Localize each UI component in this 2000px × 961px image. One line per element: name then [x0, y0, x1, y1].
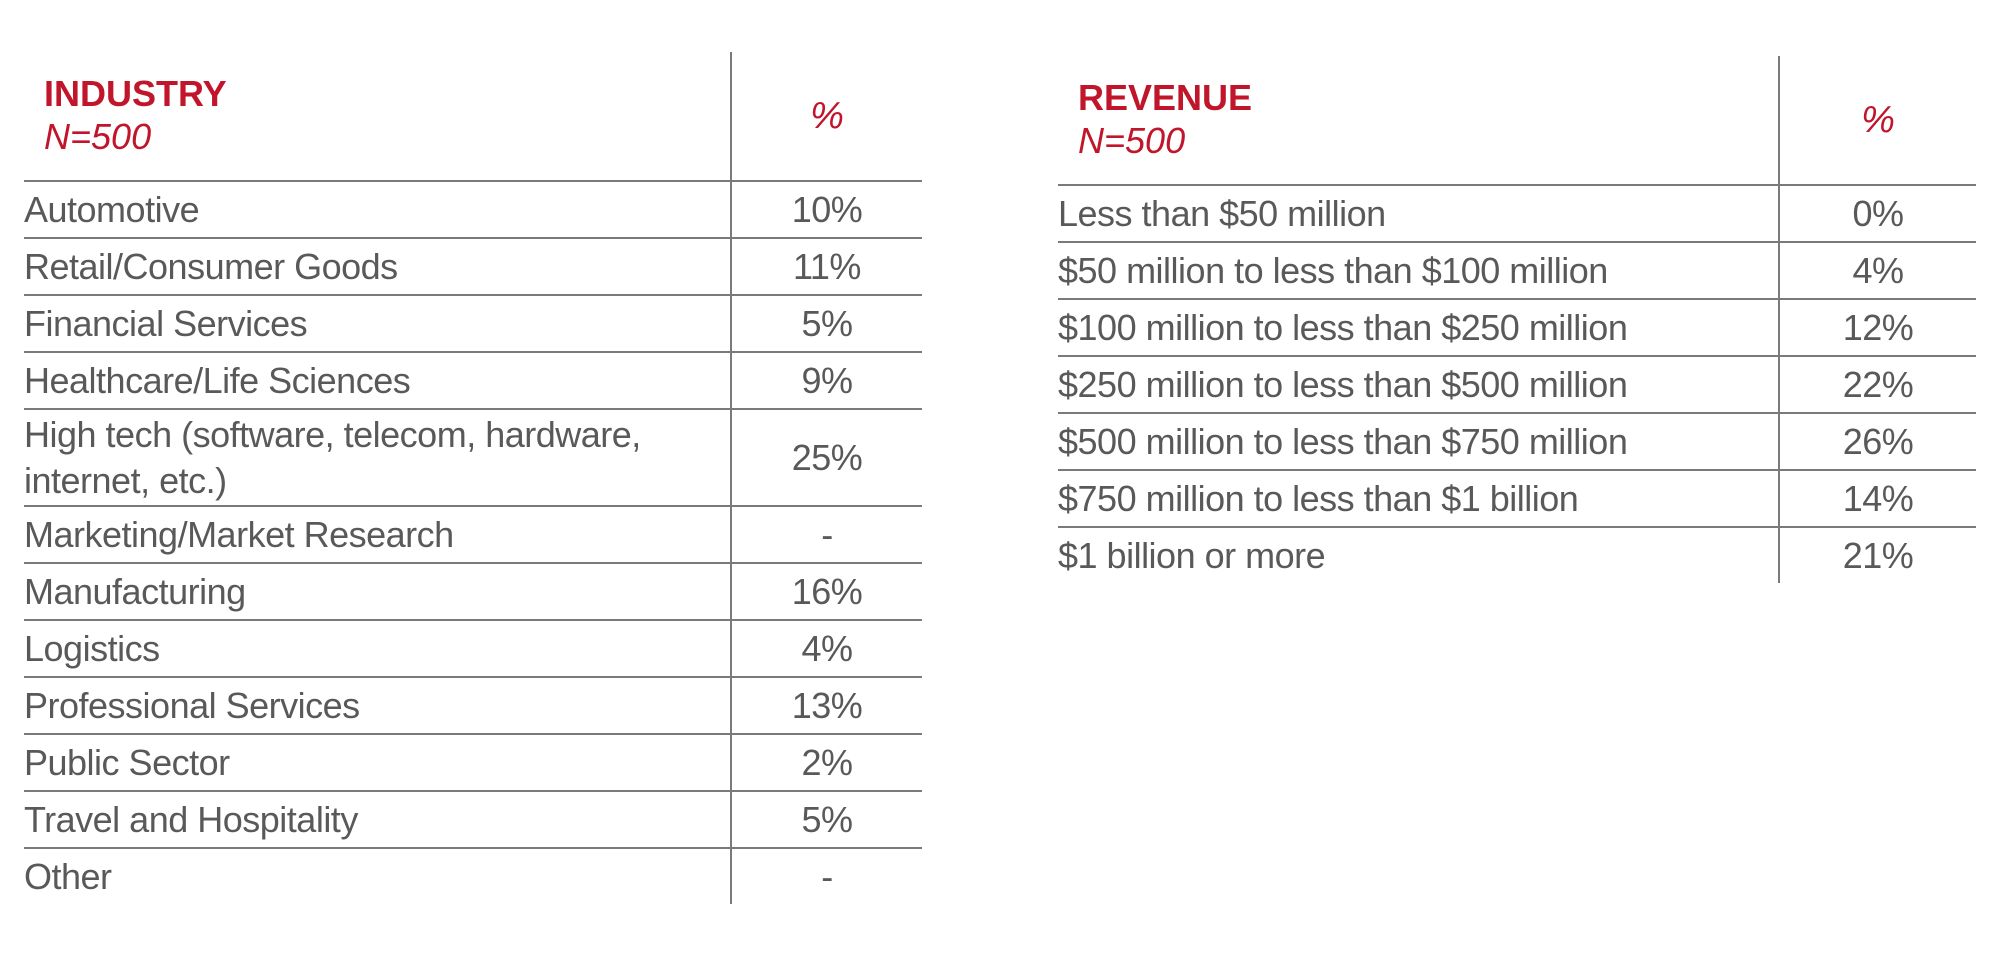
industry-header-row: INDUSTRY N=500 %	[24, 52, 922, 182]
row-value: -	[821, 855, 833, 897]
table-row: Automotive 10%	[24, 181, 922, 239]
table-row: Retail/Consumer Goods 11%	[24, 238, 922, 296]
table-row: Travel and Hospitality 5%	[24, 791, 922, 849]
table-row: Public Sector 2%	[24, 734, 922, 792]
table-row: Less than $50 million 0%	[1058, 185, 1976, 243]
row-label: $50 million to less than $100 million	[1058, 249, 1608, 291]
table-row: $50 million to less than $100 million 4%	[1058, 242, 1976, 300]
industry-title: INDUSTRY	[44, 73, 227, 114]
row-value: 4%	[1852, 249, 1904, 291]
row-label: Healthcare/Life Sciences	[24, 359, 411, 401]
table-row: High tech (software, telecom, hardware, …	[24, 409, 922, 507]
row-value: 25%	[791, 436, 863, 478]
row-label: Travel and Hospitality	[24, 798, 358, 840]
row-label: Professional Services	[24, 684, 360, 726]
revenue-title: REVENUE	[1078, 77, 1253, 118]
table-row: Healthcare/Life Sciences 9%	[24, 352, 922, 410]
industry-pct-header: %	[810, 94, 844, 137]
row-label: Less than $50 million	[1058, 192, 1386, 234]
row-label: Logistics	[24, 627, 160, 669]
row-value: 10%	[791, 188, 863, 230]
row-label: $100 million to less than $250 million	[1058, 306, 1628, 348]
row-label: Manufacturing	[24, 570, 246, 612]
revenue-pct-header: %	[1861, 98, 1895, 141]
table-row: $100 million to less than $250 million 1…	[1058, 299, 1976, 357]
row-label: $250 million to less than $500 million	[1058, 363, 1628, 405]
table-row: Marketing/Market Research -	[24, 506, 922, 564]
row-value: 21%	[1842, 534, 1914, 576]
revenue-table: REVENUE N=500 % Less than $50 million 0%…	[1058, 56, 1976, 583]
table-row: $1 billion or more 21%	[1058, 527, 1976, 583]
row-value: 14%	[1842, 477, 1914, 519]
row-value: 13%	[791, 684, 863, 726]
table-row: $250 million to less than $500 million 2…	[1058, 356, 1976, 414]
row-value: 22%	[1842, 363, 1914, 405]
industry-header-label-cell: INDUSTRY N=500	[24, 52, 731, 182]
revenue-sample-size: N=500	[1078, 120, 1186, 161]
row-value: 0%	[1852, 192, 1904, 234]
row-value: 4%	[801, 627, 853, 669]
row-label: Marketing/Market Research	[24, 513, 454, 555]
row-label: $1 billion or more	[1058, 534, 1326, 576]
industry-header-pct-cell: %	[730, 52, 922, 182]
table-row: Manufacturing 16%	[24, 563, 922, 621]
table-row: Financial Services 5%	[24, 295, 922, 353]
row-label: $500 million to less than $750 million	[1058, 420, 1628, 462]
row-label-continued: internet, etc.)	[24, 459, 227, 501]
row-label: Public Sector	[24, 741, 230, 783]
row-label: $750 million to less than $1 billion	[1058, 477, 1579, 519]
revenue-header-row: REVENUE N=500 %	[1058, 56, 1976, 186]
industry-table: INDUSTRY N=500 % Automotive 10% Retail/C…	[24, 52, 922, 904]
row-value: -	[821, 513, 833, 555]
revenue-header-label-cell: REVENUE N=500	[1058, 56, 1779, 186]
row-value: 5%	[801, 798, 853, 840]
revenue-header-pct-cell: %	[1778, 56, 1976, 186]
industry-sample-size: N=500	[44, 116, 152, 157]
table-row: Professional Services 13%	[24, 677, 922, 735]
row-value: 2%	[801, 741, 853, 783]
table-row: $500 million to less than $750 million 2…	[1058, 413, 1976, 471]
row-value: 5%	[801, 302, 853, 344]
row-label: Automotive	[24, 188, 200, 230]
row-value: 9%	[801, 359, 853, 401]
row-value: 11%	[793, 245, 861, 287]
row-value: 16%	[791, 570, 863, 612]
row-value: 26%	[1842, 420, 1914, 462]
row-label: High tech (software, telecom, hardware,	[24, 413, 641, 455]
table-row: Other -	[24, 848, 922, 904]
row-label: Retail/Consumer Goods	[24, 245, 398, 287]
table-row: Logistics 4%	[24, 620, 922, 678]
row-label: Financial Services	[24, 302, 308, 344]
row-value: 12%	[1842, 306, 1914, 348]
table-row: $750 million to less than $1 billion 14%	[1058, 470, 1976, 528]
row-label: Other	[24, 855, 112, 897]
